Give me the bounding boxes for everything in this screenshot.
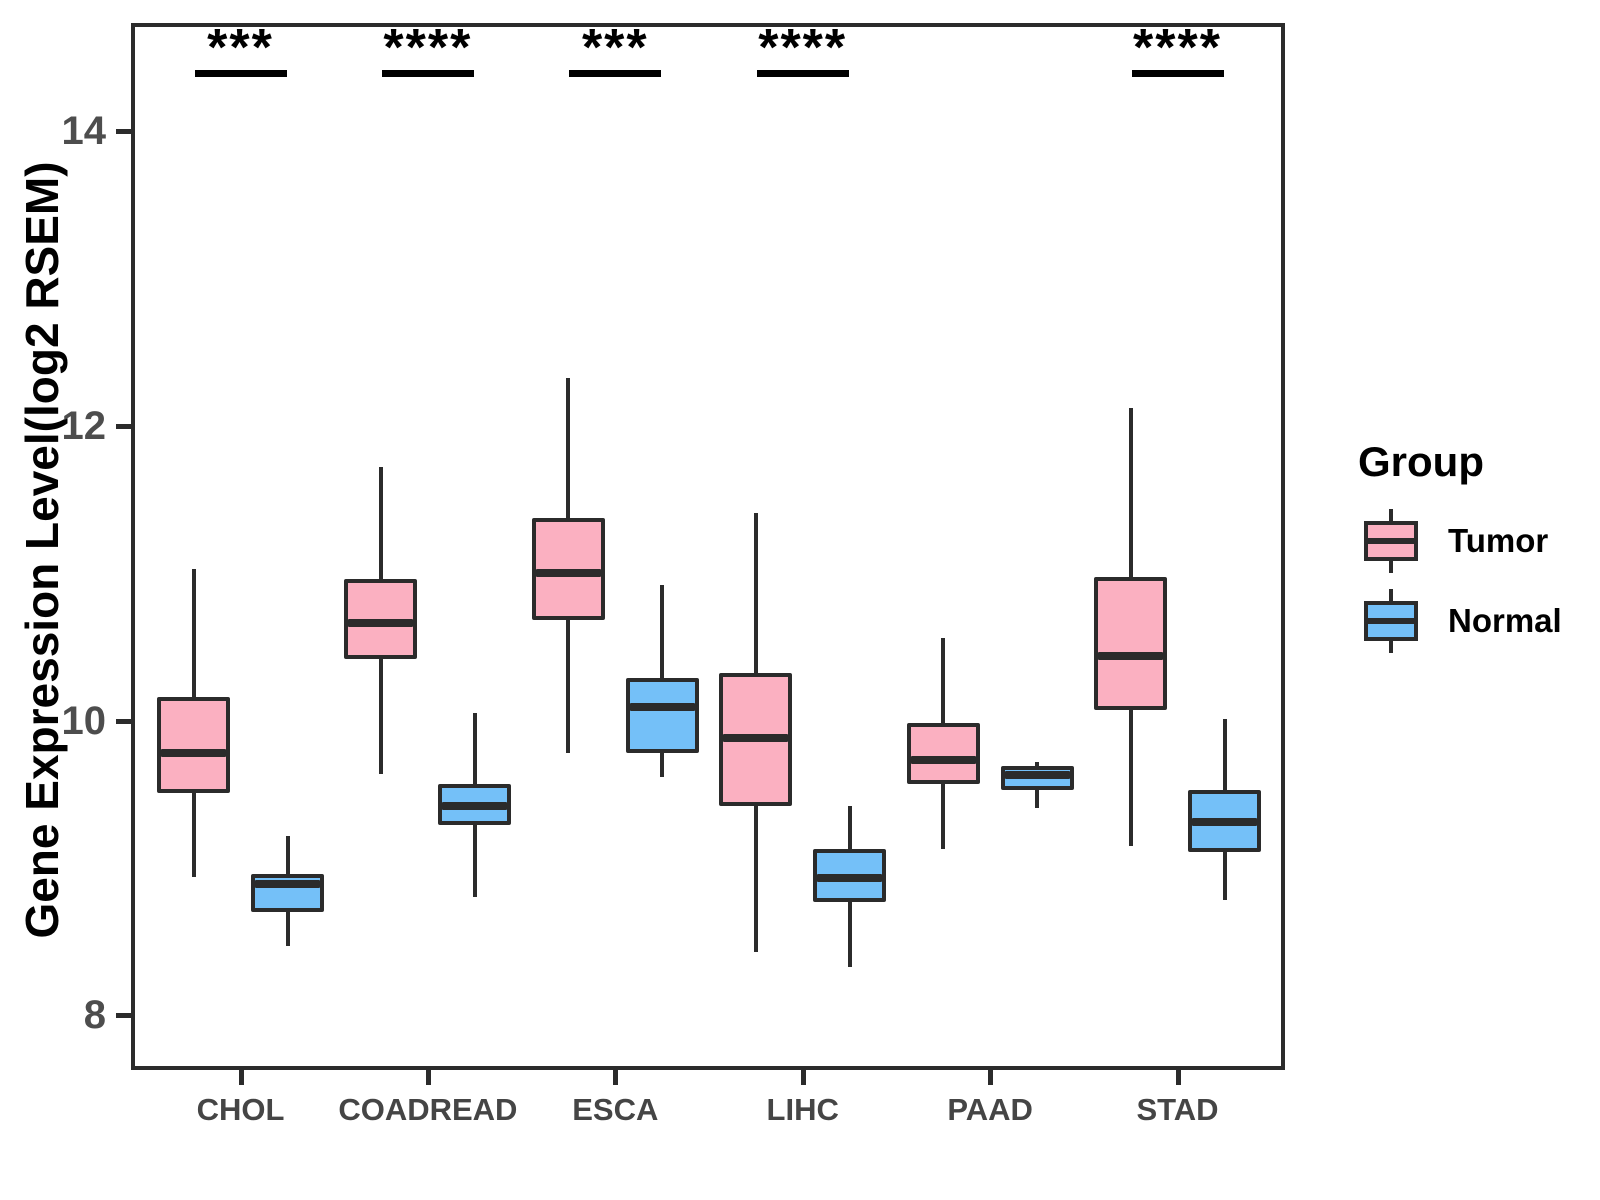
x-tick-CHOL: [238, 1070, 244, 1085]
plot-panel: *** **** *** **** ****: [131, 19, 1285, 1070]
y-tick-label-14: 14: [61, 108, 107, 153]
significance-stars-CHOL: ***: [207, 19, 274, 77]
y-tick-label-12: 12: [61, 403, 107, 448]
significance-bar-ESCA: [569, 70, 662, 77]
x-tick-label-ESCA: ESCA: [572, 1092, 659, 1127]
box-tumor-paad: [906, 723, 980, 784]
x-tick-label-CHOL: CHOL: [196, 1092, 285, 1127]
x-tick-label-LIHC: LIHC: [766, 1092, 839, 1127]
median-normal-coadread: [442, 802, 508, 811]
x-tick-label-PAAD: PAAD: [947, 1092, 1033, 1127]
legend-label-normal: Normal: [1448, 602, 1562, 639]
legend-key-normal-icon: [1364, 589, 1418, 653]
x-tick-STAD: [1175, 1070, 1181, 1085]
significance-stars-LIHC: ****: [758, 19, 848, 77]
significance-bar-CHOL: [194, 70, 287, 77]
median-normal-esca: [629, 703, 695, 712]
x-tick-COADREAD: [425, 1070, 431, 1085]
y-tick-label-10: 10: [61, 698, 107, 743]
x-tick-LIHC: [800, 1070, 806, 1085]
legend-key-tumor-icon: [1364, 509, 1418, 573]
median-tumor-coadread: [348, 619, 414, 628]
legend-item-normal: Normal: [1358, 588, 1562, 654]
significance-stars-STAD: ****: [1133, 19, 1222, 77]
median-tumor-lihc: [723, 734, 789, 743]
x-tick-label-COADREAD: COADREAD: [338, 1092, 518, 1127]
y-tick-12: [116, 423, 131, 429]
significance-bar-COADREAD: [381, 70, 474, 77]
x-tick-ESCA: [613, 1070, 619, 1085]
x-tick-label-STAD: STAD: [1136, 1092, 1219, 1127]
y-axis-title: Gene Expression Level(log2 RSEM): [16, 161, 68, 939]
significance-bar-STAD: [1131, 70, 1224, 77]
legend-item-tumor: Tumor: [1358, 508, 1562, 574]
median-normal-lihc: [817, 874, 883, 883]
y-tick-8: [116, 1013, 131, 1019]
legend-items: Tumor Normal: [1358, 508, 1562, 654]
box-tumor-chol: [157, 696, 230, 793]
significance-stars-ESCA: ***: [581, 19, 649, 77]
median-tumor-chol: [161, 748, 226, 757]
y-tick-14: [116, 128, 131, 134]
box-tumor-coadread: [344, 578, 418, 659]
median-tumor-esca: [535, 569, 601, 578]
legend-key-box: [1364, 601, 1418, 641]
y-tick-label-8: 8: [83, 993, 106, 1038]
legend-key-box: [1364, 521, 1418, 561]
median-tumor-stad: [1098, 651, 1163, 660]
box-tumor-stad: [1094, 577, 1167, 711]
median-normal-paad: [1004, 771, 1070, 780]
significance-stars-COADREAD: ****: [383, 19, 473, 77]
y-tick-10: [116, 718, 131, 724]
x-tick-PAAD: [988, 1070, 994, 1085]
legend-title: Group: [1358, 438, 1484, 485]
legend: Group Tumor Normal: [1358, 438, 1562, 668]
median-tumor-paad: [910, 756, 976, 765]
median-normal-chol: [255, 880, 320, 889]
box-normal-esca: [625, 677, 699, 753]
legend-label-tumor: Tumor: [1448, 522, 1549, 559]
legend-key-median: [1368, 618, 1414, 624]
legend-key-median: [1368, 538, 1414, 544]
median-normal-stad: [1192, 818, 1257, 827]
significance-bar-LIHC: [756, 70, 849, 77]
